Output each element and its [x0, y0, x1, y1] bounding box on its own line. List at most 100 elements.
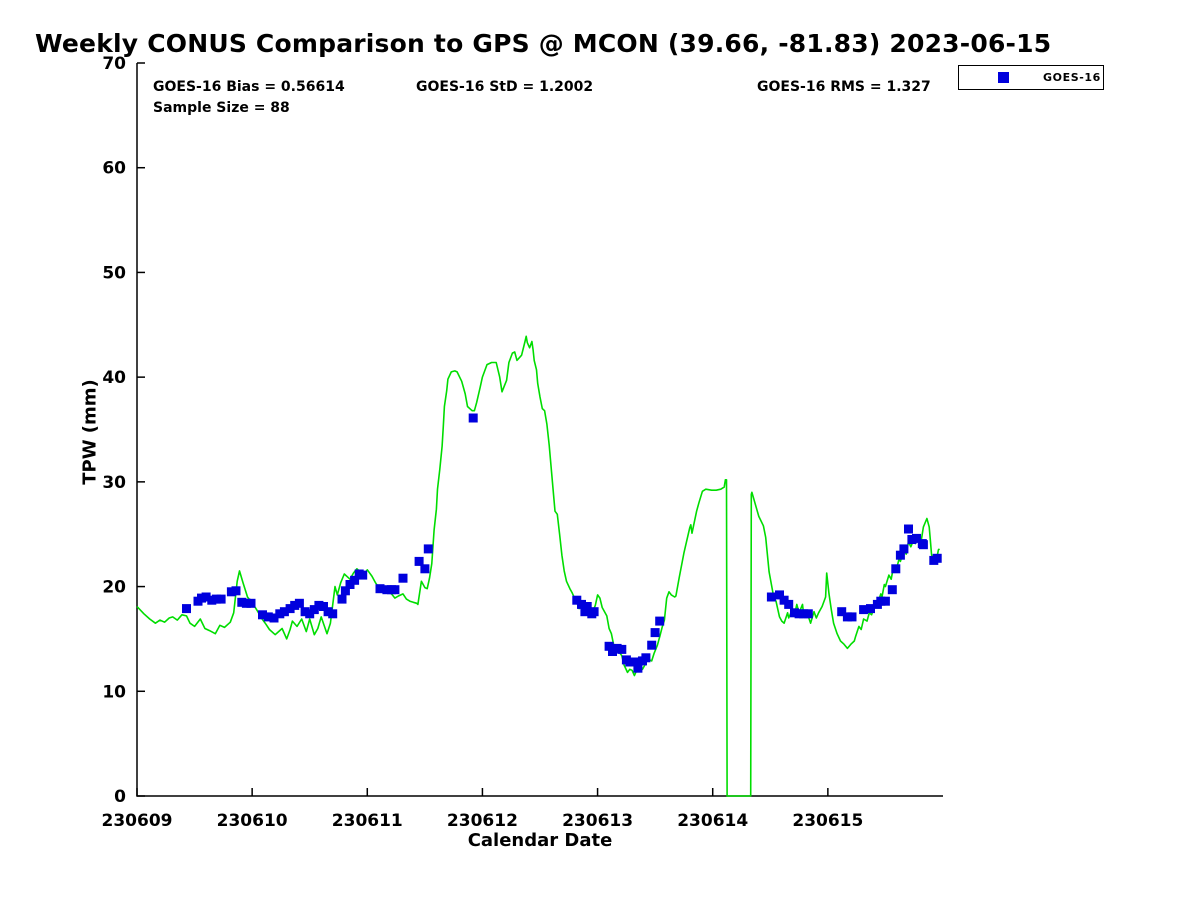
- x-tick-label: 230614: [677, 811, 748, 831]
- goes16-marker: [237, 597, 247, 607]
- goes16-marker: [866, 604, 875, 614]
- goes16-marker: [246, 598, 256, 608]
- goes16-marker: [572, 595, 582, 605]
- goes16-marker: [880, 596, 890, 606]
- goes16-marker: [423, 544, 433, 554]
- y-tick-label: 60: [102, 159, 126, 179]
- goes16-marker: [633, 663, 643, 673]
- goes16-marker: [290, 600, 300, 610]
- goes16-marker: [275, 609, 285, 619]
- y-tick-label: 20: [102, 578, 126, 598]
- goes16-marker: [182, 604, 191, 614]
- goes16-marker: [201, 592, 211, 602]
- goes16-marker: [263, 612, 273, 622]
- goes16-marker: [580, 607, 590, 617]
- goes16-marker: [904, 524, 913, 534]
- goes16-marker: [398, 573, 408, 583]
- goes16-marker: [577, 599, 586, 609]
- y-tick-label: 0: [114, 787, 126, 807]
- goes16-marker: [358, 570, 368, 580]
- goes16-marker: [895, 550, 905, 560]
- goes16-marker: [655, 616, 665, 626]
- y-tick-label: 50: [102, 263, 126, 283]
- goes16-marker: [328, 609, 338, 619]
- goes16-marker: [414, 556, 424, 566]
- goes16-marker: [629, 657, 639, 667]
- goes16-marker: [294, 598, 304, 608]
- goes16-marker: [887, 585, 897, 595]
- x-tick-label: 230610: [217, 811, 288, 831]
- goes16-marker: [766, 592, 776, 602]
- goes16-marker: [285, 604, 295, 614]
- goes16-marker: [932, 553, 942, 563]
- goes16-marker: [775, 590, 784, 600]
- goes16-marker: [319, 602, 328, 611]
- stat-sample-size: Sample Size = 88: [153, 100, 290, 116]
- goes16-marker: [345, 580, 355, 589]
- x-tick-label: 230615: [792, 811, 863, 831]
- goes16-marker: [323, 607, 333, 617]
- goes16-marker: [912, 533, 921, 543]
- goes16-marker: [241, 598, 251, 608]
- goes16-marker: [876, 596, 886, 606]
- goes16-marker: [211, 594, 221, 604]
- x-tick-label: 230609: [102, 811, 173, 831]
- goes16-marker: [226, 587, 236, 597]
- goes16-marker: [337, 594, 347, 604]
- stat-std: GOES-16 StD = 1.2002: [416, 79, 594, 95]
- gps-line-series: [136, 335, 941, 797]
- goes16-marker: [907, 535, 917, 544]
- goes16-marker: [305, 609, 315, 619]
- goes16-marker: [269, 613, 279, 623]
- goes16-marker: [625, 657, 635, 667]
- goes16-marker: [608, 647, 617, 656]
- goes16-marker: [231, 586, 241, 596]
- goes16-marker: [891, 564, 901, 574]
- x-tick-label: 230611: [332, 811, 403, 831]
- goes16-marker: [641, 653, 651, 663]
- legend: GOES-16: [958, 65, 1104, 90]
- goes16-marker: [350, 575, 360, 585]
- goes16-marker: [650, 628, 660, 638]
- goes16-marker: [375, 584, 385, 594]
- goes16-marker: [216, 594, 226, 604]
- goes16-marker: [420, 564, 430, 574]
- goes16-marker: [258, 610, 267, 620]
- goes16-marker: [779, 595, 789, 605]
- goes16-marker: [300, 607, 310, 617]
- goes16-marker: [803, 609, 813, 619]
- stat-rms: GOES-16 RMS = 1.327: [757, 79, 931, 95]
- goes16-marker: [837, 607, 847, 617]
- goes16-marker: [847, 612, 857, 622]
- goes16-marker: [390, 585, 400, 595]
- goes16-marker: [799, 609, 809, 619]
- goes16-marker: [842, 612, 852, 622]
- goes16-marker: [794, 609, 804, 619]
- goes16-marker: [314, 600, 324, 610]
- goes16-marker: [617, 644, 627, 654]
- goes16-marker: [468, 413, 478, 423]
- goes16-marker: [790, 608, 799, 618]
- y-tick-label: 30: [102, 473, 126, 493]
- goes16-marker: [899, 544, 909, 554]
- y-tick-label: 70: [102, 54, 126, 74]
- x-tick-label: 230612: [447, 811, 518, 831]
- goes16-marker: [784, 599, 794, 609]
- legend-label: GOES-16: [1043, 71, 1101, 84]
- goes16-marker: [859, 605, 869, 615]
- x-axis-label: Calendar Date: [467, 830, 613, 851]
- goes16-marker: [918, 540, 928, 550]
- goes16-marker: [279, 607, 289, 617]
- goes16-marker: [582, 602, 592, 611]
- axis-spines: [136, 63, 943, 797]
- y-tick-label: 10: [102, 682, 126, 702]
- goes16-marker: [340, 586, 350, 596]
- goes16-marker: [589, 607, 599, 617]
- goes16-marker: [604, 641, 614, 651]
- x-tick-label: 230613: [562, 811, 633, 831]
- goes16-marker: [382, 585, 392, 595]
- page-title: Weekly CONUS Comparison to GPS @ MCON (3…: [35, 29, 1052, 58]
- legend-square-marker-icon: [998, 72, 1009, 83]
- goes16-marker: [647, 640, 657, 650]
